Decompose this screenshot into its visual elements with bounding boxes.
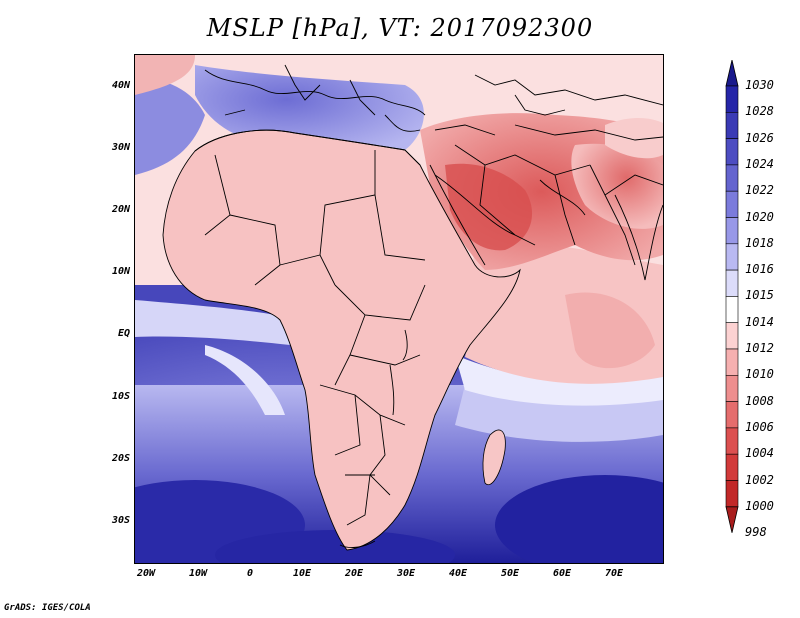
lon-label-60e: 60E [552,568,572,579]
colorbar-label: 1006 [745,419,774,434]
colorbar-arrow-top [725,59,739,87]
lon-label-70e: 70E [604,568,624,579]
colorbar-label: 1002 [745,472,774,487]
lon-label-10w: 10W [188,568,208,579]
colorbar-segment [725,85,739,113]
lat-label-10n: 10N [111,266,130,277]
colorbar-segment [725,453,739,481]
colorbar-label: 1028 [745,104,774,119]
colorbar-label: 1014 [745,314,774,329]
colorbar-label: 1010 [745,367,774,382]
colorbar-label: 1016 [745,262,774,277]
colorbar-segment [725,480,739,508]
colorbar-label: 1012 [745,341,774,355]
colorbar-label: 1020 [745,209,774,224]
colorbar-segment [725,190,739,218]
lon-label-10e: 10E [292,568,312,579]
lon-label-0: 0 [246,568,254,579]
lat-label-10s: 10S [111,391,130,402]
colorbar-segment [725,138,739,166]
colorbar-segment [725,243,739,271]
colorbar [722,59,742,564]
colorbar-segment [725,401,739,429]
colorbar-segment [725,111,739,139]
colorbar-segment [725,348,739,376]
lon-label-20e: 20E [344,568,364,579]
lat-label-20n: 20N [111,204,130,215]
colorbar-label: 1026 [745,130,774,145]
colorbar-label: 1015 [745,288,774,303]
lon-label-50e: 50E [500,568,520,579]
lat-label-30n: 30N [111,142,130,153]
colorbar-segment [725,322,739,350]
colorbar-segment [725,374,739,402]
colorbar-segment [725,296,739,323]
lat-label-40n: 40N [111,80,130,91]
colorbar-label: 998 [745,525,767,540]
colorbar-label: 1000 [745,498,774,513]
boundaries [162,64,663,551]
colorbar-svg [725,59,739,533]
colorbar-segment [725,164,739,192]
colorbar-arrow-bottom [725,506,739,533]
lon-label-30e: 30E [396,568,416,579]
pressure-map [134,54,664,564]
colorbar-label: 1004 [745,446,774,461]
lon-label-20w: 20W [136,568,156,579]
colorbar-label: 1018 [745,235,774,250]
map-title: MSLP [hPa], VT: 2017092300 [206,14,594,42]
lon-label-40e: 40E [448,568,468,579]
lat-label-eq: EQ [117,328,130,339]
colorbar-segment [725,217,739,245]
colorbar-label: 1030 [745,78,774,92]
colorbar-label: 1024 [745,156,774,171]
pressure-field-svg [135,55,663,563]
colorbar-label: 1008 [745,393,774,408]
colorbar-segment [725,427,739,455]
colorbar-segment [725,269,739,297]
grads-credit: GrADS: IGES/COLA [4,603,91,613]
colorbar-label: 1022 [745,183,774,198]
lat-label-20s: 20S [111,453,130,464]
lat-label-30s: 30S [111,515,130,526]
